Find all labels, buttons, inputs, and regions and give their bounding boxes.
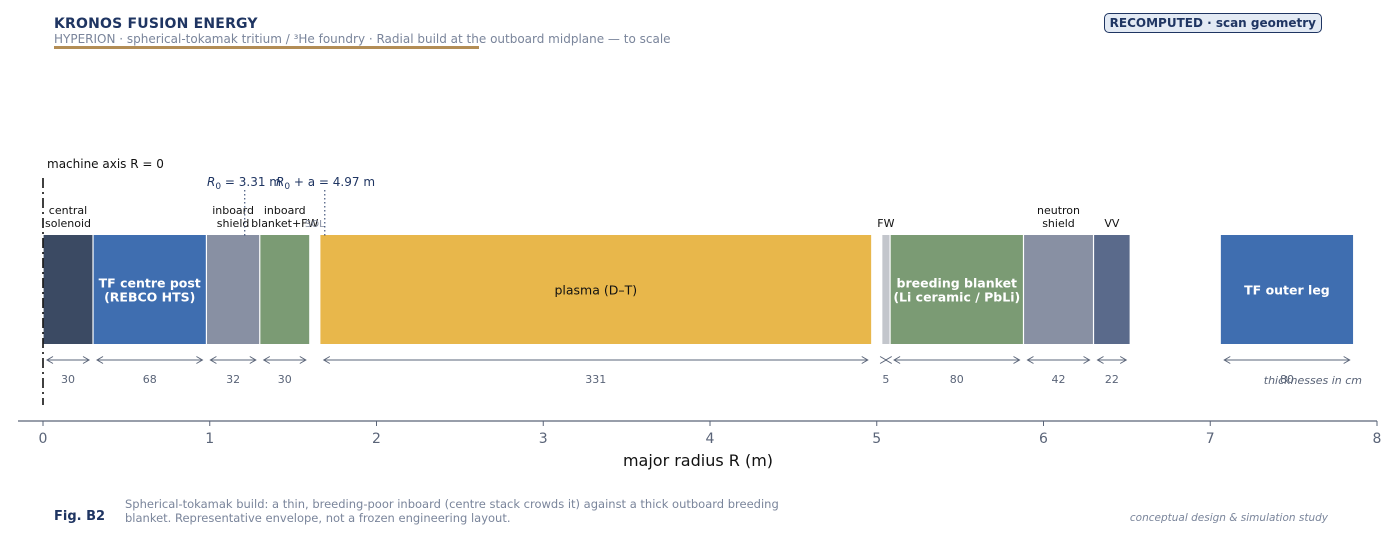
plasma-dim-arrow-right [861, 356, 869, 364]
tf-centre-post-dim-arrow-left [96, 356, 104, 364]
inboard-blanket-label: blanket+FW [251, 217, 318, 230]
x-axis-title: major radius R (m) [623, 451, 773, 470]
recomputed-badge: RECOMPUTED · scan geometry [1103, 13, 1322, 33]
inboard-sol-label: SOL [305, 219, 325, 230]
plasma-block [320, 235, 872, 344]
breeding-blanket-dim-arrow-right [1013, 356, 1021, 364]
neutron-shield-dim-arrow-left [1026, 356, 1034, 364]
neutron-shield-dim-arrow-right [1083, 356, 1091, 364]
inboard-blanket-dim-arrow-right [299, 356, 307, 364]
central-solenoid-block [43, 235, 93, 344]
tf-centre-post-label: TF centre post [99, 276, 201, 291]
vacuum-vessel-dim-arrow-left [1096, 356, 1104, 364]
vacuum-vessel-label: VV [1104, 217, 1120, 230]
tf-centre-post-label: (REBCO HTS) [104, 290, 195, 305]
tf-outer-leg-dim-value: 80 [1280, 373, 1294, 386]
x-tick-label-8: 8 [1373, 431, 1382, 447]
inboard-shield-dim-arrow-right [249, 356, 257, 364]
inboard-shield-block [207, 235, 260, 344]
breeding-blanket-label: breeding blanket [897, 276, 1018, 291]
x-tick-label-0: 0 [39, 431, 48, 447]
central-solenoid-label: central [49, 204, 87, 217]
r0a-marker-label: R0 + a = 4.97 m [276, 175, 375, 192]
tf-centre-post-block [93, 235, 206, 344]
x-tick-label-2: 2 [372, 431, 381, 447]
inboard-blanket-block [260, 235, 310, 344]
r0-marker-label: R0 = 3.31 m [207, 175, 281, 192]
x-tick-label-4: 4 [706, 431, 715, 447]
inboard-shield-dim-arrow-left [209, 356, 217, 364]
tf-outer-leg-dim-arrow-right [1343, 356, 1351, 364]
outboard-fw-dim-arrow-right [879, 356, 888, 364]
x-tick-label-3: 3 [539, 431, 548, 447]
breeding-blanket-block [890, 235, 1023, 344]
machine-axis-label: machine axis R = 0 [47, 157, 164, 171]
thicknesses-note: thicknesses in cm [1264, 374, 1362, 387]
x-tick-label-6: 6 [1039, 431, 1048, 447]
tf-centre-post-dim-value: 68 [143, 373, 157, 386]
neutron-shield-label: neutron [1037, 204, 1080, 217]
central-solenoid-dim-value: 30 [61, 373, 75, 386]
vacuum-vessel-dim-arrow-right [1119, 356, 1128, 364]
central-solenoid-label: solenoid [45, 217, 91, 230]
inboard-shield-label: shield [217, 217, 250, 230]
x-axis: 0 1 2 3 4 5 6 7 8 [18, 178, 1381, 447]
figure-subtitle: HYPERION · spherical-tokamak tritium / ³… [54, 32, 671, 46]
plasma-label: plasma (D–T) [554, 283, 637, 298]
inboard-shield-label: inboard [212, 204, 254, 217]
inboard-blanket-dim-arrow-left [262, 356, 271, 364]
central-solenoid-dim-arrow-right [82, 356, 91, 364]
inboard-shield-dim-value: 32 [226, 373, 240, 386]
tf-centre-post-dim-arrow-right [196, 356, 204, 364]
tf-outer-leg-label: TF outer leg [1244, 283, 1330, 298]
neutron-shield-block [1024, 235, 1093, 344]
breeding-blanket-label: (Li ceramic / PbLi) [893, 290, 1020, 305]
title-underline [54, 46, 479, 49]
outboard-fw-block [882, 235, 890, 344]
plasma-dim-arrow-left [322, 356, 331, 364]
inboard-blanket-label: inboard [264, 204, 306, 217]
vacuum-vessel-block [1094, 235, 1130, 344]
figure-label: Fig. B2 [54, 509, 106, 524]
x-tick-label-7: 7 [1206, 431, 1215, 447]
dimension-group: 30 68 32 30 331 5 80 42 22 80 [46, 356, 1351, 386]
inboard-blanket-dim-value: 30 [278, 373, 292, 386]
outboard-fw-dim-value: 5 [882, 373, 889, 386]
tf-outer-leg-dim-arrow-left [1223, 356, 1231, 364]
breeding-blanket-dim-value: 80 [950, 373, 964, 386]
study-note: conceptual design & simulation study [1129, 512, 1328, 524]
figure-caption: Spherical-tokamak build: a thin, breedin… [125, 497, 779, 525]
outboard-fw-label: FW [877, 217, 894, 230]
x-tick-label-1: 1 [205, 431, 214, 447]
plasma-dim-value: 331 [585, 373, 606, 386]
x-tick-label-5: 5 [872, 431, 881, 447]
neutron-shield-dim-value: 42 [1052, 373, 1066, 386]
markers-group: R0 = 3.31 mR0 + a = 4.97 m [207, 175, 375, 237]
central-solenoid-dim-arrow-left [46, 356, 54, 364]
breeding-blanket-dim-arrow-left [893, 356, 901, 364]
tf-outer-leg-block [1220, 235, 1354, 344]
brand-title: KRONOS FUSION ENERGY [54, 16, 258, 32]
vacuum-vessel-dim-value: 22 [1105, 373, 1119, 386]
neutron-shield-label: shield [1042, 217, 1075, 230]
